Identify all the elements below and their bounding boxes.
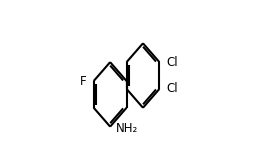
Text: NH₂: NH₂ bbox=[116, 122, 139, 135]
Text: Cl: Cl bbox=[167, 56, 178, 69]
Text: F: F bbox=[80, 75, 86, 88]
Text: Cl: Cl bbox=[167, 82, 178, 95]
